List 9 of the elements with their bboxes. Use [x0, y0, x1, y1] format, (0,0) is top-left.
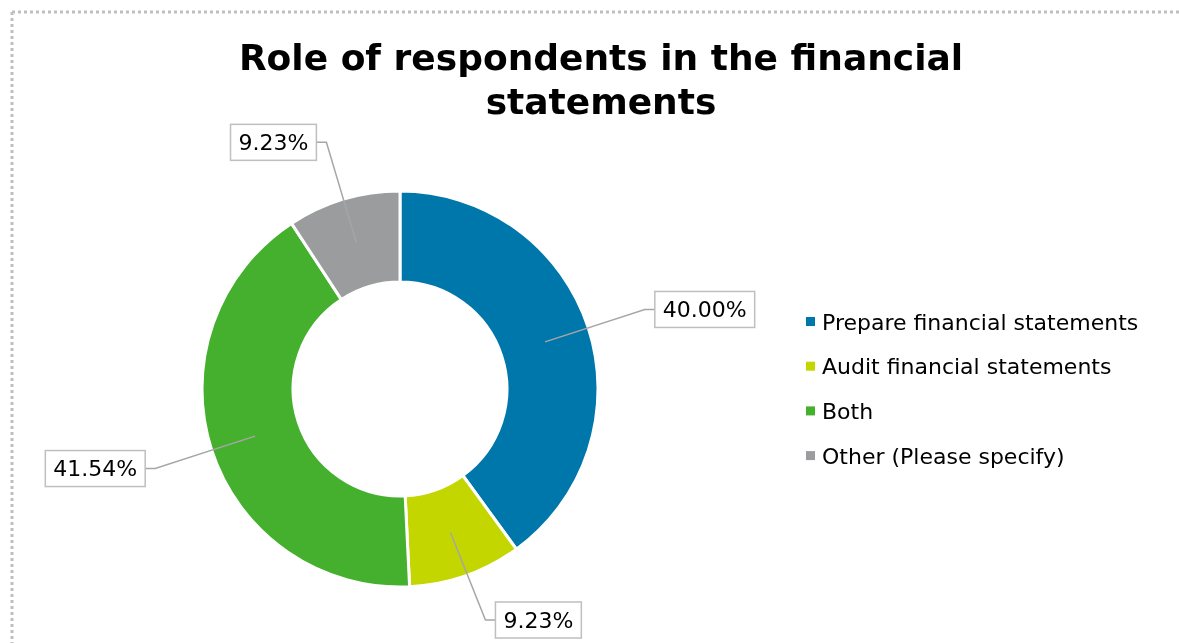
legend-label: Both — [822, 398, 874, 424]
data-label: 9.23% — [238, 129, 309, 155]
chart-title: Role of respondents in the financial statements — [238, 37, 964, 122]
legend-label: Other (Please specify) — [822, 443, 1065, 469]
data-label: 40.00% — [662, 296, 747, 322]
data-label: 9.23% — [503, 607, 574, 633]
data-label: 41.54% — [53, 456, 138, 482]
legend-label: Prepare financial statements — [822, 309, 1139, 335]
legend-label: Audit financial statements — [822, 354, 1112, 380]
